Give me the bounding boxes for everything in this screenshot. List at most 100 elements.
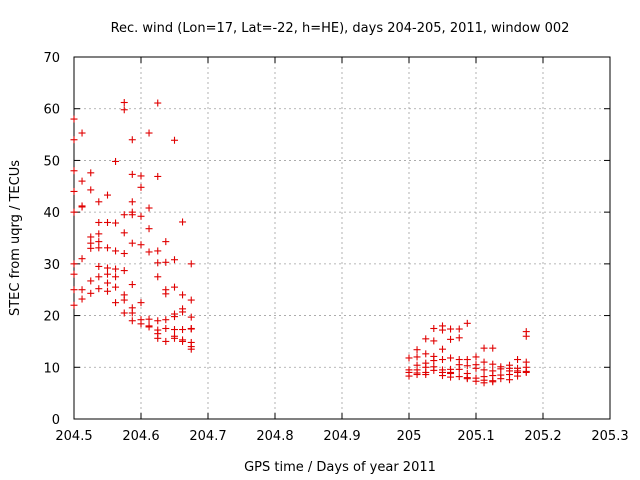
data-point	[128, 317, 136, 325]
data-point	[480, 379, 488, 387]
data-point	[187, 313, 195, 321]
data-point	[87, 289, 95, 297]
data-point	[480, 358, 488, 366]
data-point	[154, 259, 162, 267]
data-point	[145, 248, 153, 256]
y-tick-label: 40	[43, 206, 60, 221]
data-point	[128, 211, 136, 219]
data-point	[154, 334, 162, 342]
data-point	[78, 255, 86, 263]
data-point	[78, 129, 86, 137]
data-point	[87, 169, 95, 177]
data-point	[171, 283, 178, 291]
data-point	[463, 319, 471, 327]
data-point	[137, 212, 145, 220]
data-point	[87, 244, 95, 252]
data-point	[430, 325, 438, 332]
data-point	[145, 204, 153, 212]
data-point	[95, 198, 103, 206]
data-point	[78, 203, 86, 211]
data-point	[95, 244, 103, 252]
data-point	[120, 211, 128, 219]
data-point	[162, 290, 170, 298]
chart-title: Rec. wind (Lon=17, Lat=-22, h=HE), days …	[111, 21, 570, 36]
data-point	[87, 186, 95, 194]
data-point	[179, 326, 187, 334]
data-point	[128, 198, 136, 206]
data-point	[162, 316, 170, 324]
data-point	[489, 360, 497, 368]
data-point	[187, 260, 195, 268]
data-point	[489, 378, 497, 386]
data-point	[70, 167, 78, 175]
data-point	[145, 129, 153, 137]
x-tick-label: 204.9	[323, 429, 360, 444]
data-point	[137, 320, 145, 328]
y-tick-label: 20	[43, 310, 60, 325]
data-point	[413, 346, 421, 354]
x-tick-label: 204.7	[189, 429, 226, 444]
data-point	[78, 286, 86, 294]
data-point	[154, 317, 162, 325]
data-point	[95, 230, 103, 238]
data-point	[104, 270, 111, 278]
x-tick-label: 204.8	[256, 429, 293, 444]
data-point	[463, 356, 471, 364]
data-point	[145, 225, 153, 233]
data-point	[104, 264, 111, 272]
data-point	[104, 191, 111, 199]
data-point	[179, 218, 187, 226]
data-point	[120, 267, 128, 275]
data-point	[489, 344, 497, 352]
data-point	[104, 218, 111, 226]
data-point	[70, 270, 78, 278]
data-point	[112, 157, 120, 165]
data-point	[455, 373, 463, 381]
data-point	[70, 115, 78, 123]
data-point	[439, 345, 446, 353]
data-point	[422, 371, 430, 379]
data-point	[78, 295, 86, 303]
data-point	[145, 315, 153, 323]
data-point	[422, 335, 430, 343]
data-point	[87, 233, 95, 241]
data-point	[112, 247, 120, 255]
data-point	[95, 238, 103, 246]
data-point	[514, 356, 522, 364]
data-point	[439, 372, 446, 380]
data-point	[179, 291, 187, 299]
data-point	[430, 357, 438, 365]
y-tick-label: 30	[43, 258, 60, 273]
data-point	[472, 353, 480, 361]
data-point	[104, 244, 111, 252]
data-point	[162, 258, 170, 266]
data-point	[447, 335, 455, 343]
data-point	[447, 325, 455, 333]
data-point	[112, 219, 120, 227]
data-point	[480, 344, 488, 352]
y-axis-tick-labels: 0 10 20 30 40 50 60 70	[43, 51, 60, 428]
data-point	[413, 353, 421, 361]
x-tick-label: 204.6	[122, 429, 159, 444]
data-point	[120, 106, 128, 114]
data-point	[514, 372, 522, 380]
data-point	[162, 337, 170, 345]
data-point	[179, 337, 187, 345]
y-tick-label: 50	[43, 154, 60, 169]
data-point	[120, 309, 128, 317]
data-point	[137, 241, 145, 249]
data-point	[455, 365, 463, 373]
data-point	[405, 354, 413, 362]
x-tick-label: 205.2	[524, 429, 561, 444]
data-point	[463, 362, 471, 370]
x-axis-tick-labels: 204.5 204.6 204.7 204.8 204.9 205 205.1 205.2 20…	[55, 429, 628, 444]
data-point	[78, 177, 86, 185]
data-point	[137, 172, 145, 180]
data-point	[95, 262, 103, 270]
data-point	[171, 334, 178, 342]
y-tick-label: 0	[52, 413, 60, 428]
data-points	[70, 99, 530, 387]
data-point	[128, 309, 136, 317]
data-point	[497, 375, 505, 383]
